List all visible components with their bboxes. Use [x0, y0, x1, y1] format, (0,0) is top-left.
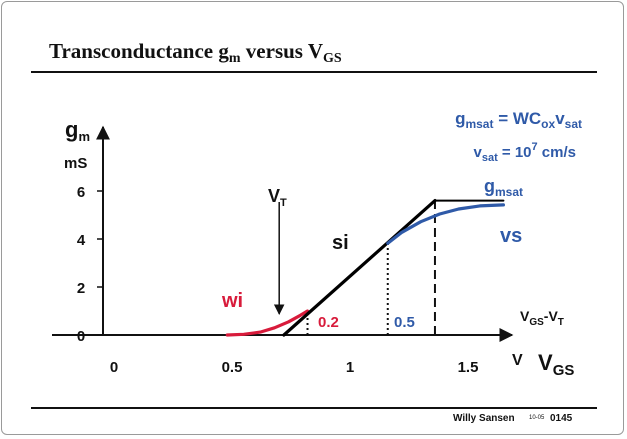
y-axis-unit: mS [64, 155, 87, 172]
y-tick-label: 4 [77, 232, 86, 249]
footer-author: Willy Sansen [453, 413, 515, 424]
transconductance-chart: 0 2 4 6 0 0.5 1 1.5 gm mS V VGS VGS-VT VT wi si vs gmsat 0… [52, 109, 582, 379]
x-tick-label: 1.5 [458, 359, 479, 376]
si-label: si [332, 232, 349, 254]
slide-title: Transconductance gm versus VGS [49, 39, 342, 66]
wi-label: wi [221, 290, 243, 312]
footer-slide-number: 0145 [550, 413, 573, 424]
x-axis-label: VGS [538, 350, 574, 379]
y-tick-label: 6 [77, 184, 85, 201]
title-rule [31, 71, 597, 73]
vt-label: VT [268, 186, 287, 209]
segment-label-vs: 0.5 [394, 314, 415, 331]
x-axis-unit: V [512, 352, 523, 369]
vgs-minus-vt-label: VGS-VT [520, 308, 564, 328]
gmsat-label: gmsat [484, 176, 523, 199]
segment-label-wi: 0.2 [318, 314, 339, 331]
vs-label: vs [500, 225, 522, 247]
footer-date-code: 10-05 [529, 415, 545, 421]
equation-gmsat: gmsat = WCoxvsat [455, 109, 582, 131]
x-tick-label: 0 [110, 359, 118, 376]
footer-rule [31, 407, 597, 409]
x-tick-label: 0.5 [222, 359, 243, 376]
equation-vsat: vsat = 107 cm/s [473, 141, 576, 164]
series-si-line [282, 199, 437, 337]
series-wi-line [225, 309, 310, 337]
y-tick-label: 0 [77, 328, 85, 345]
y-axis-label: gm [65, 117, 90, 144]
x-tick-label: 1 [346, 359, 354, 376]
y-tick-label: 2 [77, 280, 85, 297]
series-vs-line [386, 203, 505, 245]
